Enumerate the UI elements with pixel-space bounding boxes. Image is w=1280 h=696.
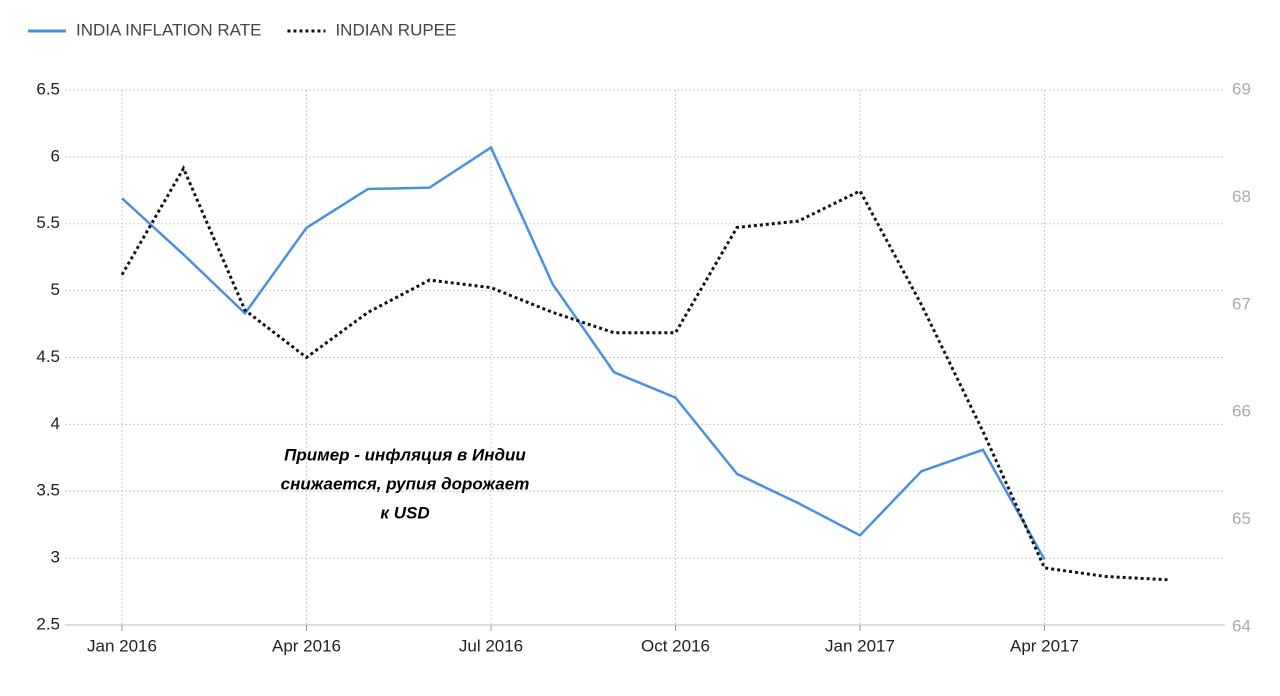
y-tick-label: 3 [51,548,60,567]
y-tick-label: 4 [51,414,60,433]
legend-label: INDIAN RUPEE [335,20,456,39]
series-line [121,145,1046,561]
y-tick-label: 5.5 [36,213,60,232]
x-tick-label: Jan 2016 [87,636,157,655]
annotation: к USD [380,503,429,522]
x-tick-label: Oct 2016 [641,636,710,655]
x-tick-label: Apr 2016 [272,636,341,655]
x-tick-label: Jul 2016 [459,636,523,655]
y-tick-label: 6 [51,146,60,165]
series-line [120,165,1168,582]
y2-tick-label: 65 [1232,509,1251,528]
y-tick-label: 6.5 [36,79,60,98]
y-tick-label: 5 [51,280,60,299]
y-tick-label: 2.5 [36,614,60,633]
x-tick-label: Jan 2017 [825,636,895,655]
y2-tick-label: 68 [1232,187,1251,206]
y2-tick-label: 67 [1232,294,1251,313]
y-tick-label: 4.5 [36,347,60,366]
x-tick-label: Apr 2017 [1010,636,1079,655]
y2-tick-label: 66 [1232,402,1251,421]
annotation: Пример - инфляция в Индии [284,445,526,464]
y2-tick-label: 69 [1232,79,1251,98]
y-tick-label: 3.5 [36,481,60,500]
y2-tick-label: 64 [1232,616,1251,635]
legend-label: INDIA INFLATION RATE [76,20,261,39]
annotation: снижается, рупия дорожает [281,474,530,493]
